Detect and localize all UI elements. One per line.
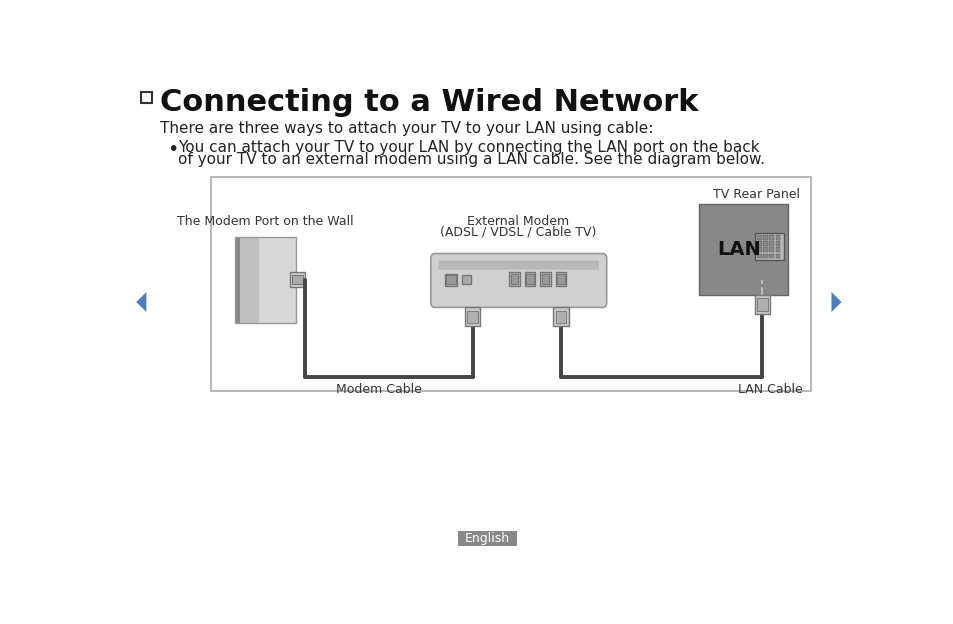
Bar: [769, 247, 773, 252]
Bar: [762, 235, 767, 240]
Bar: [524, 272, 535, 286]
Bar: [757, 235, 760, 240]
Bar: [775, 247, 780, 252]
FancyBboxPatch shape: [438, 260, 598, 270]
Bar: [769, 253, 773, 258]
Bar: [754, 233, 783, 260]
Polygon shape: [136, 292, 146, 312]
Bar: [258, 236, 295, 323]
Polygon shape: [831, 292, 841, 312]
Bar: [762, 253, 767, 258]
Bar: [235, 236, 295, 323]
Text: TV Rear Panel: TV Rear Panel: [712, 188, 799, 201]
Text: There are three ways to attach your TV to your LAN using cable:: There are three ways to attach your TV t…: [159, 121, 652, 136]
Bar: [539, 272, 550, 286]
Bar: [555, 311, 566, 323]
Bar: [754, 295, 769, 314]
Bar: [775, 241, 780, 246]
Bar: [464, 308, 480, 326]
Text: LAN: LAN: [717, 240, 760, 259]
Bar: [444, 273, 456, 286]
Bar: [457, 531, 517, 546]
Bar: [211, 177, 810, 391]
Bar: [699, 204, 787, 295]
Text: External Modem: External Modem: [467, 215, 569, 228]
Text: of your TV to an external modem using a LAN cable. See the diagram below.: of your TV to an external modem using a …: [178, 152, 764, 167]
Bar: [762, 247, 767, 252]
Bar: [509, 272, 519, 286]
Bar: [769, 241, 773, 246]
Bar: [699, 204, 787, 295]
Bar: [555, 272, 566, 286]
Bar: [235, 236, 240, 323]
FancyBboxPatch shape: [431, 253, 606, 308]
Bar: [525, 275, 534, 283]
Bar: [757, 253, 760, 258]
Text: You can attach your TV to your LAN by connecting the LAN port on the back: You can attach your TV to your LAN by co…: [178, 140, 759, 155]
Bar: [461, 275, 471, 285]
Bar: [510, 275, 517, 283]
Bar: [557, 275, 564, 283]
Bar: [467, 311, 477, 323]
Bar: [775, 235, 780, 240]
Bar: [141, 92, 152, 102]
Text: •: •: [167, 140, 178, 158]
Text: The Modem Port on the Wall: The Modem Port on the Wall: [177, 215, 354, 228]
Bar: [446, 275, 456, 285]
Bar: [290, 272, 305, 288]
Bar: [541, 275, 549, 283]
Text: Modem Cable: Modem Cable: [335, 383, 421, 396]
Text: LAN Cable: LAN Cable: [737, 383, 801, 396]
Bar: [553, 308, 568, 326]
Bar: [762, 241, 767, 246]
Bar: [769, 235, 773, 240]
Bar: [757, 298, 767, 311]
Bar: [235, 236, 295, 323]
Bar: [757, 241, 760, 246]
Text: English: English: [464, 532, 510, 545]
Text: (ADSL / VDSL / Cable TV): (ADSL / VDSL / Cable TV): [439, 226, 596, 239]
Bar: [757, 247, 760, 252]
Text: Connecting to a Wired Network: Connecting to a Wired Network: [159, 88, 698, 117]
Bar: [775, 253, 780, 258]
Bar: [292, 275, 303, 285]
